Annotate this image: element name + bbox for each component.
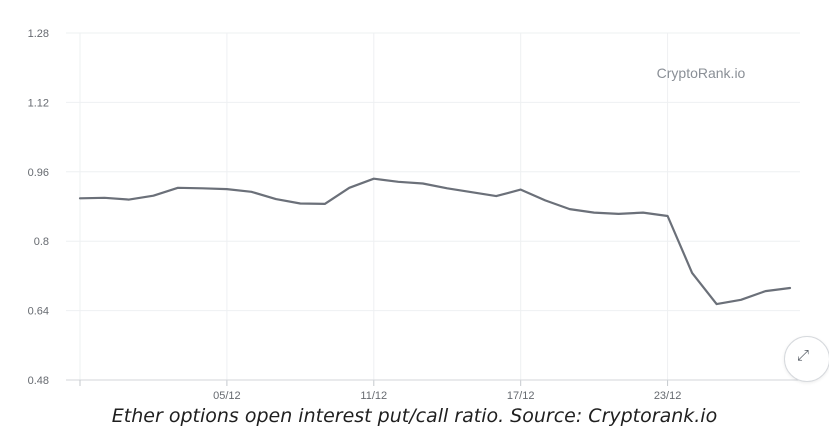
expand-button[interactable]: ⤢ [784, 336, 829, 382]
axes: 1.28 1.12 0.96 0.8 0.64 0.48 05/12 11/12 17/12 23… [28, 28, 800, 402]
chart-area: 1.28 1.12 0.96 0.8 0.64 0.48 05/12 11/12 17/12 23… [28, 28, 800, 402]
y-tick-label: 0.96 [28, 167, 49, 179]
y-tick-label: 1.12 [28, 97, 49, 109]
line-chart: 1.28 1.12 0.96 0.8 0.64 0.48 05/12 11/12 17/12 23… [28, 28, 800, 402]
grid [66, 32, 800, 381]
x-tick-label: 17/12 [507, 390, 535, 402]
x-tick-label: 23/12 [654, 390, 682, 402]
expand-arrow-icon: ⤢ [797, 347, 810, 364]
y-tick-label: 0.8 [34, 236, 49, 248]
watermark: CryptoRank.io [657, 65, 746, 81]
figure-caption: Ether options open interest put/call rat… [111, 405, 718, 427]
y-tick-label: 1.28 [28, 28, 49, 40]
x-tick-label: 05/12 [213, 390, 241, 402]
series [78, 177, 792, 306]
x-tick-label: 11/12 [360, 390, 387, 402]
series-line [78, 177, 792, 306]
y-tick-label: 0.64 [28, 306, 49, 318]
y-tick-label: 0.48 [28, 375, 49, 387]
